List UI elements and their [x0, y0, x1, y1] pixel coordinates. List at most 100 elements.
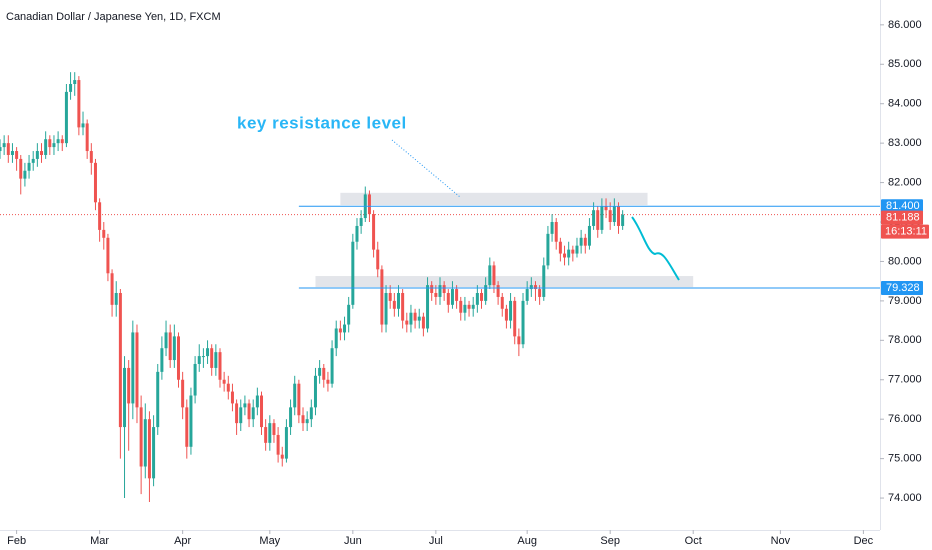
candle-body	[23, 170, 27, 179]
y-tick-label: 85.000	[888, 58, 922, 70]
candle-body	[604, 206, 608, 211]
candle-body	[15, 151, 19, 159]
level-tag	[881, 280, 923, 295]
candle-body	[484, 285, 488, 301]
x-tick-label: Aug	[517, 535, 537, 547]
candle-body	[554, 222, 558, 242]
candle-body	[305, 419, 309, 424]
y-tick-label: 74.000	[888, 492, 922, 504]
candle-body	[600, 206, 604, 230]
candle-body	[2, 143, 6, 148]
x-tick-label: Dec	[854, 535, 874, 547]
candle-body	[164, 332, 168, 349]
candle-body	[98, 202, 102, 230]
candle-body	[210, 348, 214, 368]
candle-body	[255, 395, 259, 408]
candle-body	[396, 292, 400, 309]
candle-body	[64, 91, 68, 144]
candle-body	[563, 253, 567, 258]
x-tick-label: Sep	[600, 535, 620, 547]
candle-body	[197, 356, 201, 364]
candle-body	[426, 285, 430, 329]
candle-body	[189, 395, 193, 447]
candle-body	[567, 249, 571, 258]
candle-body	[218, 352, 222, 380]
y-tick-label: 76.000	[888, 413, 922, 425]
candle-body	[417, 316, 421, 321]
zone	[315, 276, 694, 288]
candle-body	[309, 407, 313, 420]
candle-body	[226, 383, 230, 392]
candle-body	[27, 162, 31, 171]
candle-body	[222, 379, 226, 384]
annotation-pointer	[391, 139, 461, 198]
y-tick-label: 75.000	[888, 453, 922, 465]
candle-body	[297, 383, 301, 416]
last-price-label: 81.188	[886, 212, 920, 224]
candle-body	[93, 162, 97, 203]
candle-body	[52, 143, 56, 148]
candle-body	[421, 316, 425, 329]
y-tick-label: 82.000	[888, 176, 922, 188]
candle-body	[143, 419, 147, 467]
candle-body	[446, 292, 450, 305]
candle-body	[214, 352, 218, 368]
candle-body	[181, 379, 185, 408]
candle-body	[251, 407, 255, 420]
candle-body	[131, 332, 135, 404]
level-tag-label: 81.400	[886, 200, 920, 212]
candle-body	[612, 206, 616, 223]
candle-body	[525, 289, 529, 301]
candle-body	[533, 285, 537, 290]
candle-body	[239, 407, 243, 424]
x-tick-label: Oct	[685, 535, 702, 547]
candle-body	[500, 296, 504, 309]
y-tick-label: 86.000	[888, 19, 922, 31]
candle-body	[110, 273, 114, 305]
candle-body	[19, 158, 23, 179]
candle-body	[289, 407, 293, 428]
candle-body	[409, 312, 413, 325]
candle-body	[35, 151, 39, 159]
candle-body	[235, 403, 239, 424]
candle-body	[168, 332, 172, 361]
countdown-tag	[881, 224, 929, 239]
candle-body	[338, 328, 342, 333]
candle-body	[260, 395, 264, 428]
candle-body	[571, 249, 575, 254]
candle-body	[579, 237, 583, 246]
candle-body	[160, 348, 164, 372]
candle-body	[185, 407, 189, 447]
x-tick-label: Mar	[90, 535, 109, 547]
candle-body	[201, 356, 205, 358]
y-tick-label: 78.000	[888, 334, 922, 346]
annotation: key resistance level	[237, 113, 407, 132]
candle-body	[392, 300, 396, 309]
candle-body	[40, 151, 44, 155]
candle-body	[152, 427, 156, 479]
candle-body	[380, 269, 384, 325]
y-tick-label: 77.000	[888, 374, 922, 386]
candle-body	[10, 151, 14, 155]
candle-body	[430, 285, 434, 293]
candle-body	[455, 289, 459, 301]
candle-body	[31, 158, 35, 163]
x-tick-label: Nov	[771, 535, 791, 547]
candle-body	[475, 292, 479, 305]
y-tick-label: 79.000	[888, 295, 922, 307]
candle-body	[529, 285, 533, 290]
candle-body	[114, 292, 118, 305]
candle-body	[587, 225, 591, 246]
candle-body	[513, 300, 517, 337]
candle-body	[326, 379, 330, 384]
candle-body	[388, 292, 392, 301]
candle-body	[176, 336, 180, 380]
candle-body	[69, 83, 73, 92]
candle-body	[6, 143, 10, 155]
candle-body	[504, 308, 508, 321]
candle-body	[139, 407, 143, 467]
candle-body	[376, 249, 380, 270]
candle-body	[621, 214, 625, 226]
